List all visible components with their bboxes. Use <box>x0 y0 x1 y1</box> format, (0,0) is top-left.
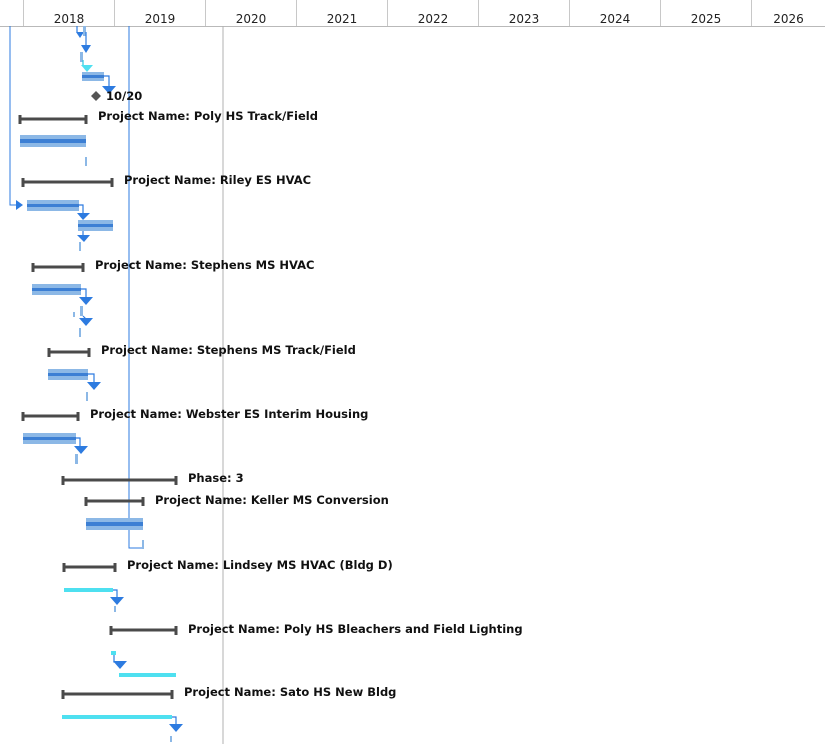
year-2020: 2020 <box>205 0 296 26</box>
arrow-down-icon <box>81 65 93 72</box>
summary-bar-poly-hs-track-field[interactable] <box>18 115 88 124</box>
task-marker <box>80 306 83 316</box>
task-label-stephens-ms-track-field: Project Name: Stephens MS Track/Field <box>101 343 356 357</box>
task-bar-stephens-ms-hvac-core <box>32 288 81 291</box>
link-line <box>113 655 119 663</box>
task-marker <box>142 540 144 549</box>
summary-bar-lindsey-ms-hvac[interactable] <box>62 563 117 572</box>
task-bar-top-2[interactable] <box>80 52 83 62</box>
arrow-down-icon <box>113 661 127 669</box>
task-bar-riley-es-hvac-1-core <box>27 204 79 207</box>
link-line <box>113 589 118 598</box>
link-line-long <box>128 26 143 549</box>
year-2025: 2025 <box>660 0 751 26</box>
arrow-down-icon <box>76 32 84 38</box>
year-2024: 2024 <box>569 0 660 26</box>
task-label-stephens-ms-hvac: Project Name: Stephens MS HVAC <box>95 258 314 272</box>
task-label-lindsey-ms-hvac: Project Name: Lindsey MS HVAC (Bldg D) <box>127 558 393 572</box>
task-marker <box>79 328 81 337</box>
task-marker <box>86 392 88 401</box>
milestone-label: 10/20 <box>106 89 142 103</box>
link-line <box>79 204 84 214</box>
arrow-down-icon <box>110 597 124 605</box>
timescale-header: 2018 2019 2020 2021 2022 2023 2024 2025 … <box>0 0 825 27</box>
task-bar-top-1[interactable] <box>83 26 86 36</box>
year-2026: 2026 <box>751 0 825 26</box>
task-label-webster-es-interim-housing: Project Name: Webster ES Interim Housing <box>90 407 368 421</box>
summary-bar-poly-hs-bleachers[interactable] <box>109 626 178 635</box>
arrow-down-icon <box>81 45 91 53</box>
link-line-left <box>9 26 18 206</box>
summary-bar-riley-es-hvac[interactable] <box>21 178 114 187</box>
task-marker <box>114 606 116 612</box>
arrow-down-icon <box>77 235 90 242</box>
link-arrow-right-icon[interactable] <box>16 200 23 210</box>
summary-bar-webster-es-interim-housing[interactable] <box>21 412 80 421</box>
task-marker <box>170 736 172 742</box>
task-label-sato-hs-new-bldg: Project Name: Sato HS New Bldg <box>184 685 396 699</box>
arrow-down-icon <box>79 318 93 326</box>
summary-bar-keller-ms-conversion[interactable] <box>84 497 145 506</box>
task-marker <box>79 242 81 251</box>
summary-bar-phase-3[interactable] <box>61 476 178 485</box>
task-marker <box>75 454 78 464</box>
task-marker <box>73 312 75 317</box>
arrow-down-icon <box>79 297 93 305</box>
task-bar-riley-es-hvac-2-core <box>78 224 113 227</box>
task-bar-keller-ms-conversion-core <box>86 522 143 526</box>
link-line <box>172 716 177 725</box>
task-label-phase-3: Phase: 3 <box>188 471 244 485</box>
link-line <box>88 373 95 383</box>
critical-marker <box>111 651 116 655</box>
link-line-top-4 <box>104 75 110 88</box>
year-2021: 2021 <box>296 0 387 26</box>
task-label-keller-ms-conversion: Project Name: Keller MS Conversion <box>155 493 389 507</box>
task-label-poly-hs-track-field: Project Name: Poly HS Track/Field <box>98 109 318 123</box>
summary-bar-stephens-ms-track-field[interactable] <box>47 348 91 357</box>
task-bar-top-3-core <box>82 75 104 78</box>
critical-bar-sato-hs-new-bldg[interactable] <box>62 715 172 719</box>
critical-bar-lindsey-ms-hvac[interactable] <box>64 588 113 592</box>
arrow-down-icon <box>74 446 88 454</box>
arrow-down-icon <box>102 86 116 94</box>
milestone-diamond-icon[interactable] <box>91 91 101 101</box>
year-2022: 2022 <box>387 0 478 26</box>
task-label-poly-hs-bleachers: Project Name: Poly HS Bleachers and Fiel… <box>188 622 523 636</box>
task-bar-webster-es-interim-housing-core <box>23 437 76 440</box>
summary-bar-sato-hs-new-bldg[interactable] <box>61 690 174 699</box>
task-label-riley-es-hvac: Project Name: Riley ES HVAC <box>124 173 311 187</box>
arrow-down-icon <box>169 724 183 732</box>
link-line <box>81 288 87 298</box>
arrow-down-icon <box>87 382 101 390</box>
summary-bar-stephens-ms-hvac[interactable] <box>31 263 85 272</box>
year-2019: 2019 <box>114 0 205 26</box>
arrow-down-icon <box>77 213 90 220</box>
year-2018: 2018 <box>23 0 114 26</box>
task-bar-stephens-ms-track-field-core <box>48 373 88 376</box>
link-line <box>76 437 81 447</box>
critical-bar-poly-hs-bleachers[interactable] <box>119 673 176 677</box>
year-2023: 2023 <box>478 0 569 26</box>
task-marker <box>85 157 87 166</box>
task-bar-poly-hs-track-field-core <box>20 139 86 143</box>
